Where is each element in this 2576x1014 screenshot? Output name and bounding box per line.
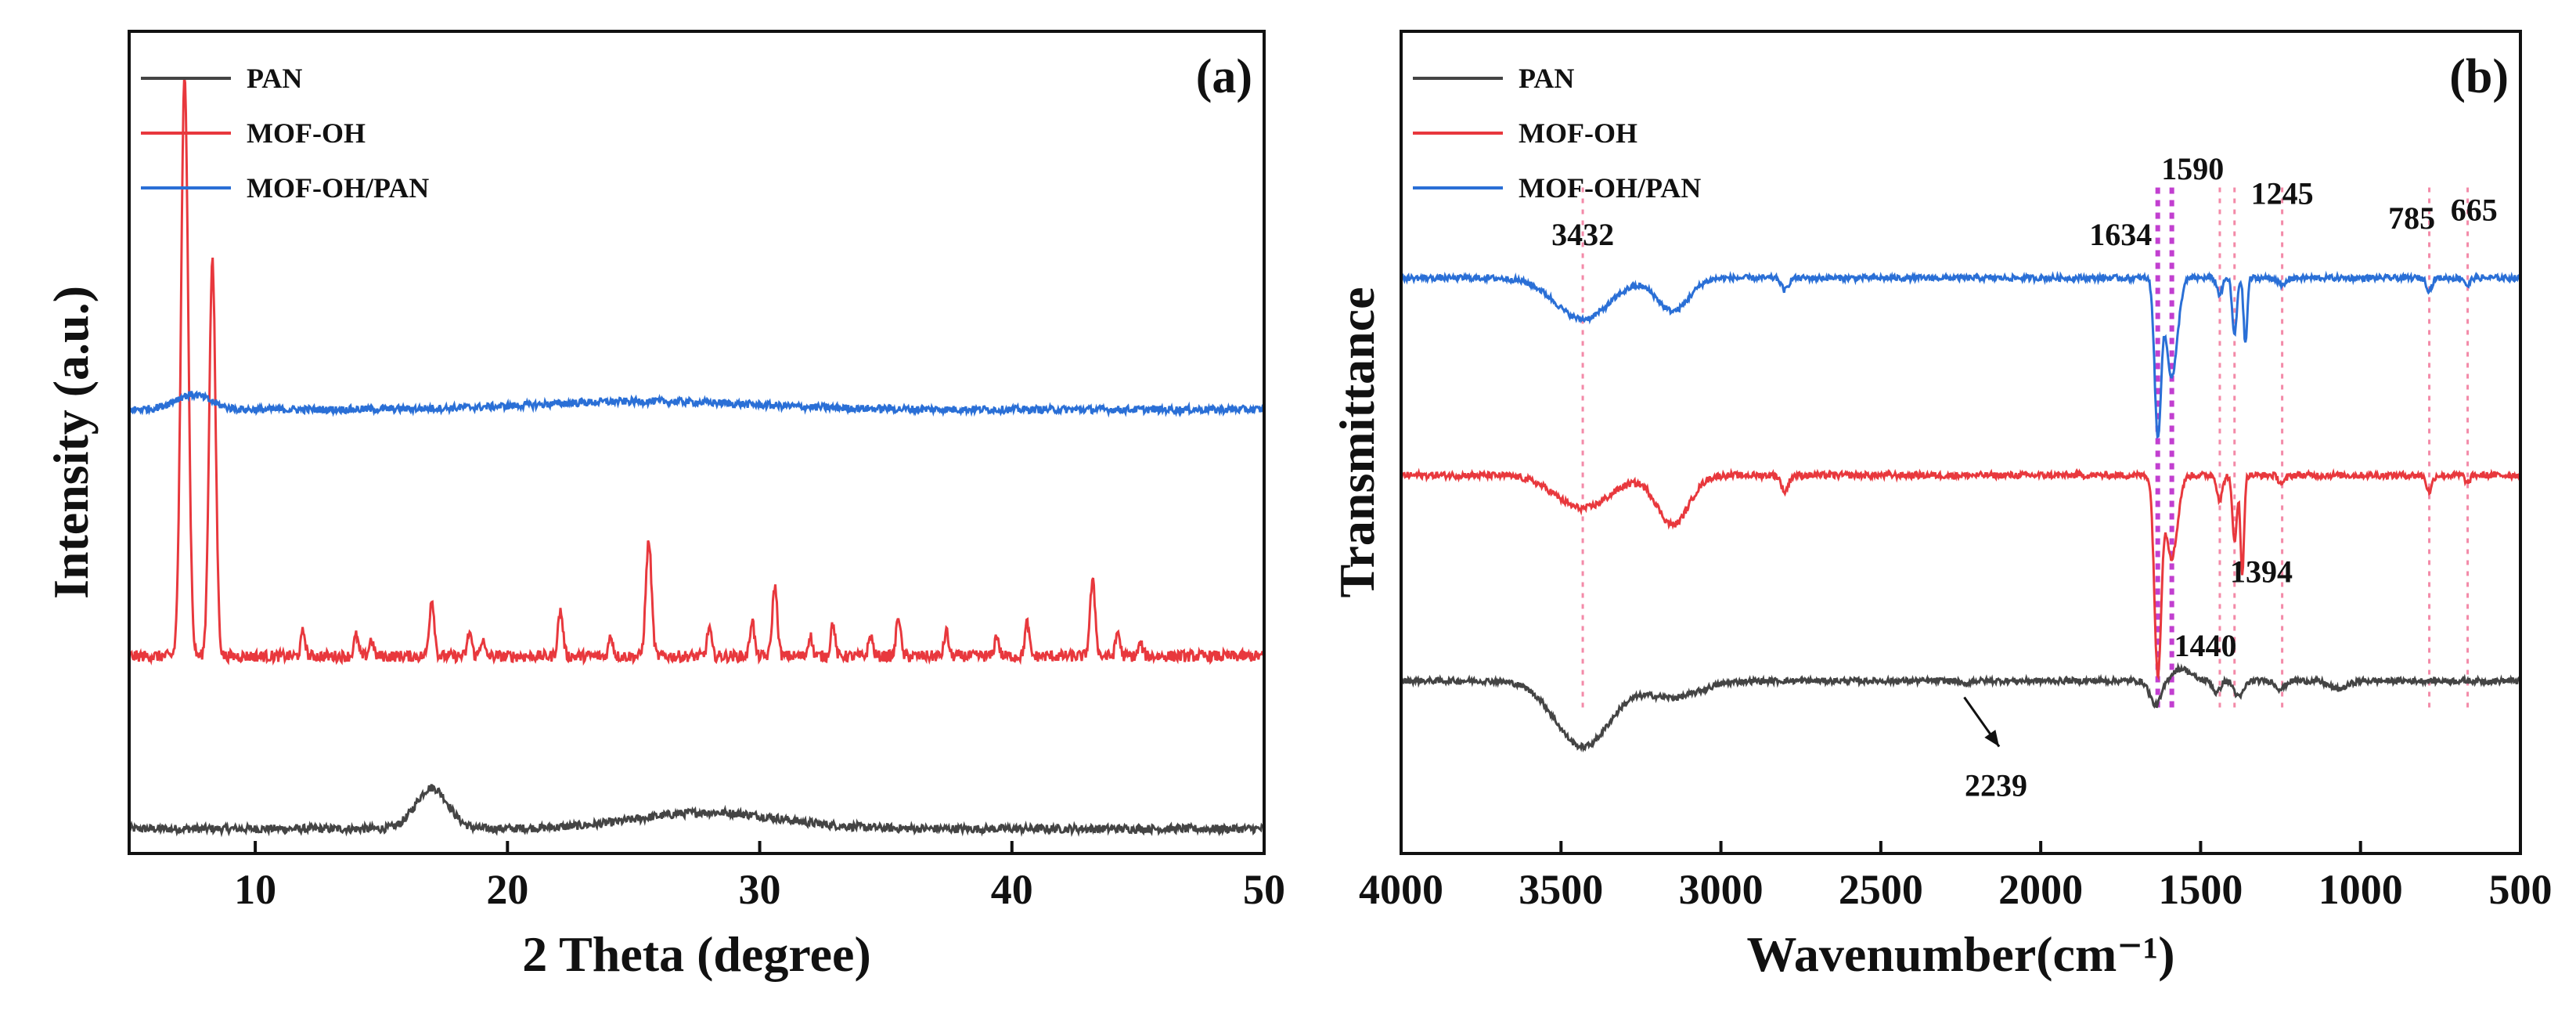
peak-annotation: 1394 — [2230, 554, 2293, 590]
x-tick-label: 2500 — [1839, 866, 1923, 913]
x-tick-label: 40 — [991, 866, 1033, 913]
panel-b-frame — [1400, 30, 2522, 855]
legend-label: MOF-OH/PAN — [247, 172, 429, 204]
panel-b-x-ticks: 4000 3500 3000 2500 2000 1500 1000 500 — [1359, 841, 2553, 913]
peak-annotation: 2239 — [1965, 768, 2027, 803]
legend-label: MOF-OH/PAN — [1519, 172, 1701, 204]
panel-b-y-axis-title: Transmittance — [1329, 287, 1385, 598]
panel-b-x-axis-title: Wavenumber(cm⁻¹) — [1746, 926, 2174, 982]
x-tick-label: 4000 — [1359, 866, 1443, 913]
series-line-pan — [1400, 662, 2521, 753]
legend-label: MOF-OH — [247, 117, 366, 149]
legend-label: PAN — [1519, 63, 1574, 94]
legend-label: MOF-OH — [1519, 117, 1637, 149]
x-tick-label: 20 — [486, 866, 528, 913]
x-tick-label: 30 — [739, 866, 781, 913]
panel-b-legend: PAN MOF-OH MOF-OH/PAN — [1413, 63, 1701, 204]
panel-b-ftir: 4000 3500 3000 2500 2000 1500 1000 500 3432 1634… — [1329, 30, 2553, 982]
panel-a-xrd: 10 20 30 40 50 2 Theta (degree) Intensity (a… — [43, 30, 1285, 982]
x-tick-label: 50 — [1243, 866, 1285, 913]
panel-b-label: (b) — [2449, 50, 2509, 103]
peak-annotation: 1245 — [2251, 176, 2314, 211]
panel-a-label: (a) — [1196, 50, 1252, 103]
series-line-mof-oh — [128, 77, 1266, 666]
peak-annotation: 665 — [2451, 193, 2498, 228]
x-tick-label: 10 — [234, 866, 276, 913]
x-tick-label: 1500 — [2158, 866, 2243, 913]
x-tick-label: 1000 — [2318, 866, 2403, 913]
peak-annotation: 1590 — [2161, 151, 2224, 186]
panel-a-frame — [128, 30, 1266, 855]
peak-annotation: 785 — [2388, 200, 2435, 236]
series-line-mof-oh-pan — [128, 390, 1266, 418]
series-line-mof-oh — [1400, 467, 2522, 681]
x-tick-label: 3500 — [1519, 866, 1603, 913]
panel-a-x-axis-title: 2 Theta (degree) — [522, 926, 871, 982]
panel-b-reference-lines — [1581, 187, 2470, 714]
series-line-pan — [128, 784, 1265, 838]
x-tick-label: 2000 — [1998, 866, 2083, 913]
panel-b-series-group — [1400, 270, 2522, 753]
peak-annotation: 1634 — [2089, 217, 2152, 252]
x-tick-label: 3000 — [1679, 866, 1764, 913]
panel-a-x-ticks: 10 20 30 40 50 — [234, 841, 1285, 913]
panel-a-series-group — [128, 77, 1266, 838]
series-line-mof-oh-pan — [1400, 270, 2522, 439]
panel-a-legend: PAN MOF-OH MOF-OH/PAN — [141, 63, 429, 204]
x-tick-label: 500 — [2489, 866, 2553, 913]
legend-label: PAN — [247, 63, 302, 94]
peak-annotation: 1440 — [2174, 628, 2237, 663]
panel-b-annotations: 3432 1634 1590 1245 785 665 1394 1440 2239 — [1551, 151, 2498, 803]
panel-a-y-axis-title: Intensity (a.u.) — [43, 286, 99, 599]
peak-annotation: 3432 — [1551, 217, 1614, 252]
annotation-arrow-head — [1984, 730, 2000, 747]
